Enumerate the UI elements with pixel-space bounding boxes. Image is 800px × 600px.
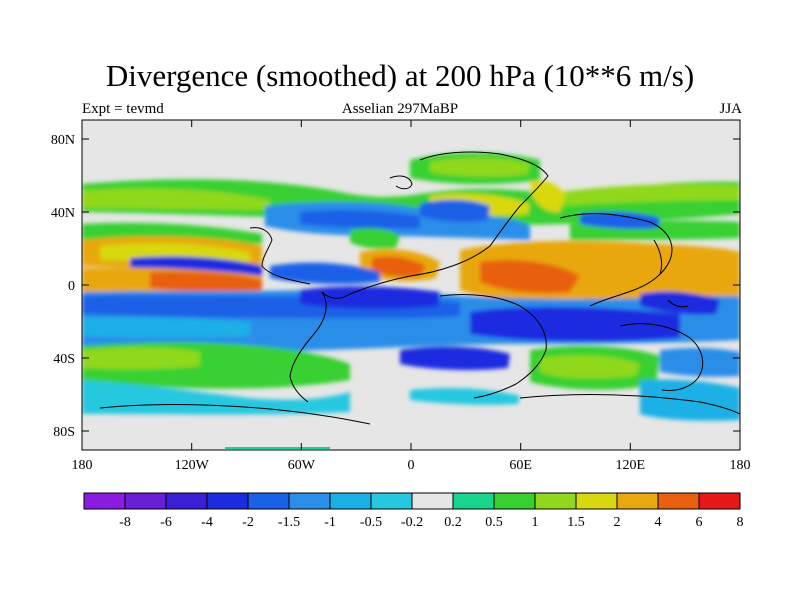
colorbar-label: -0.5 [360, 515, 382, 530]
period-label: Asselian 297MaBP [341, 101, 459, 117]
colorbar-swatch [248, 493, 290, 509]
lon-label-60e: 60E [509, 458, 532, 473]
colorbar-swatch [166, 493, 208, 509]
colorbar-swatch [535, 493, 577, 509]
colorbar-label: 6 [696, 515, 703, 530]
lon-label-180w: 180 [72, 458, 93, 473]
colorbar-label: 2 [614, 515, 621, 530]
colorbar-frame [83, 492, 741, 510]
colorbar-label: 8 [737, 515, 744, 530]
colorbar-swatch [84, 493, 126, 509]
lon-label-60w: 60W [288, 458, 316, 473]
colorbar-swatch [494, 493, 536, 509]
colorbar: -8 -6 -4 -2 -1.5 -1 -0.5 -0.2 0.2 0.5 1 1.5 2 4 6 8 [83, 492, 744, 530]
colorbar-swatch [207, 493, 249, 509]
lon-label-120e: 120E [616, 458, 646, 473]
plot-title: Divergence (smoothed) at 200 hPa (10**6 … [105, 58, 695, 93]
continent-outlines [99, 151, 740, 425]
colorbar-label: -8 [119, 515, 131, 530]
lon-label-180e: 180 [730, 458, 751, 473]
longitude-axis [81, 120, 741, 450]
colorbar-label: 0.5 [485, 515, 503, 530]
divergence-field [82, 151, 740, 449]
season-label: JJA [719, 101, 742, 117]
lon-label-120w: 120W [175, 458, 210, 473]
colorbar-label: 4 [655, 515, 662, 530]
colorbar-label: -0.2 [401, 515, 423, 530]
lat-label-40n: 40N [51, 206, 75, 221]
colorbar-label: 1.5 [567, 515, 585, 530]
colorbar-swatch [330, 493, 372, 509]
experiment-label: Expt = tevmd [82, 101, 164, 117]
colorbar-label: 0.2 [444, 515, 462, 530]
lat-label-80s: 80S [53, 425, 75, 440]
lon-label-0: 0 [408, 458, 415, 473]
lat-label-40s: 40S [53, 352, 75, 367]
colorbar-label: -6 [160, 515, 172, 530]
colorbar-label: -4 [201, 515, 213, 530]
colorbar-swatch [658, 493, 700, 509]
colorbar-swatch [617, 493, 659, 509]
colorbar-swatch [371, 493, 413, 509]
colorbar-swatch [453, 493, 495, 509]
colorbar-label: -1.5 [278, 515, 300, 530]
lat-label-80n: 80N [51, 133, 75, 148]
colorbar-swatch [576, 493, 618, 509]
colorbar-label: 1 [532, 515, 539, 530]
latitude-axis [82, 138, 740, 432]
colorbar-swatch [412, 493, 454, 509]
colorbar-label: -1 [324, 515, 336, 530]
lat-label-equator: 0 [68, 279, 75, 294]
colorbar-swatch [289, 493, 331, 509]
colorbar-label: -2 [242, 515, 254, 530]
colorbar-swatch [125, 493, 167, 509]
colorbar-swatch [699, 493, 741, 509]
